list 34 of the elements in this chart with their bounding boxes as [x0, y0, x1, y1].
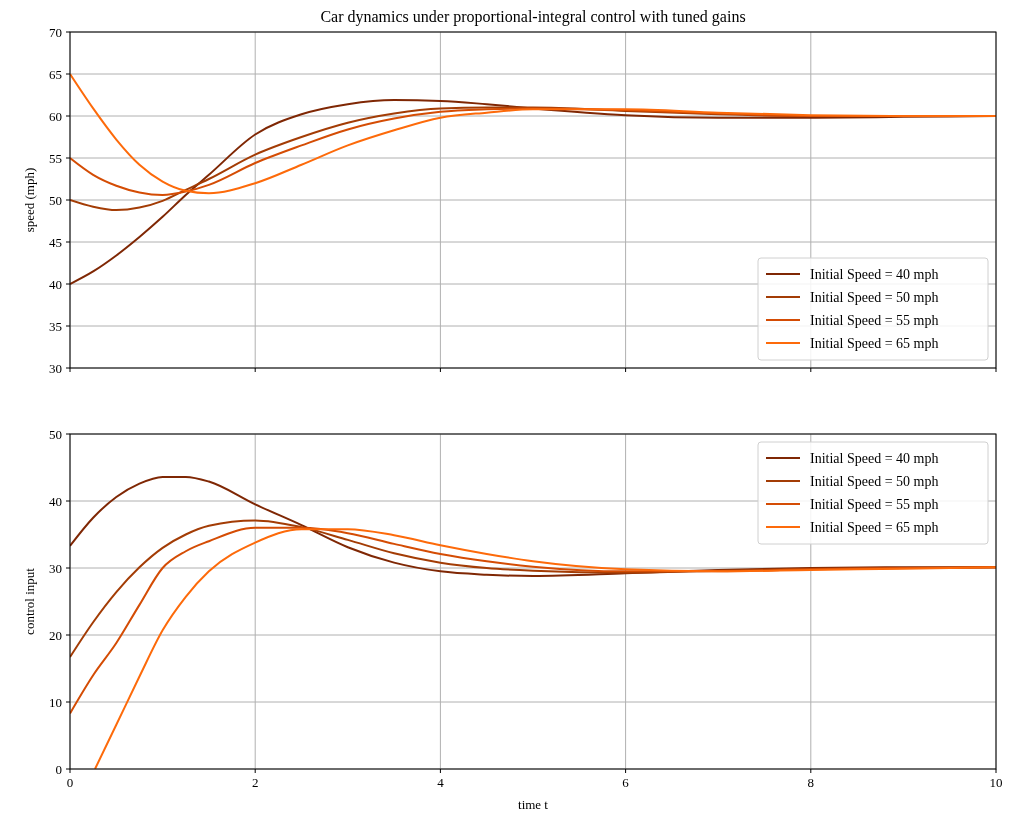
- chart-title: Car dynamics under proportional-integral control with tuned gains: [320, 8, 746, 26]
- y-tick-label: 40: [49, 276, 62, 292]
- y-tick-label: 65: [49, 66, 62, 82]
- y-tick-label: 20: [49, 627, 62, 643]
- x-tick-label: 2: [251, 775, 259, 790]
- x-tick-label: 4: [437, 775, 445, 790]
- y-tick-label: 35: [49, 318, 62, 334]
- y-tick-label: 60: [49, 108, 62, 124]
- y-tick-label: 70: [49, 24, 62, 40]
- legend-label: Initial Speed = 65 mph: [810, 336, 939, 351]
- y-tick-label: 50: [49, 426, 62, 442]
- x-tick-label: 8: [807, 775, 815, 790]
- legend-label: Initial Speed = 65 mph: [810, 520, 939, 535]
- y-tick-label: 55: [49, 150, 62, 166]
- legend-label: Initial Speed = 55 mph: [810, 497, 939, 512]
- y-tick-label: 30: [49, 560, 62, 576]
- y-tick-label: 10: [49, 694, 62, 710]
- y-tick-label: 30: [49, 360, 62, 376]
- x-axis-title: time t: [518, 797, 549, 812]
- legend-label: Initial Speed = 50 mph: [810, 290, 939, 305]
- y-tick-label: 0: [55, 761, 62, 777]
- legend-label: Initial Speed = 40 mph: [810, 451, 939, 466]
- x-tick-label: 10: [989, 775, 1003, 790]
- x-tick-label: 6: [622, 775, 630, 790]
- legend-label: Initial Speed = 50 mph: [810, 474, 939, 489]
- y-tick-label: 40: [49, 493, 62, 509]
- legend-label: Initial Speed = 55 mph: [810, 313, 939, 328]
- legend-label: Initial Speed = 40 mph: [810, 267, 939, 282]
- y-axis-title: speed (mph): [22, 167, 37, 233]
- line-series: [70, 73, 996, 195]
- y-tick-label: 45: [49, 234, 62, 250]
- y-tick-label: 50: [49, 192, 62, 208]
- x-tick-label: 0: [66, 775, 74, 790]
- y-axis-title: control input: [22, 567, 37, 635]
